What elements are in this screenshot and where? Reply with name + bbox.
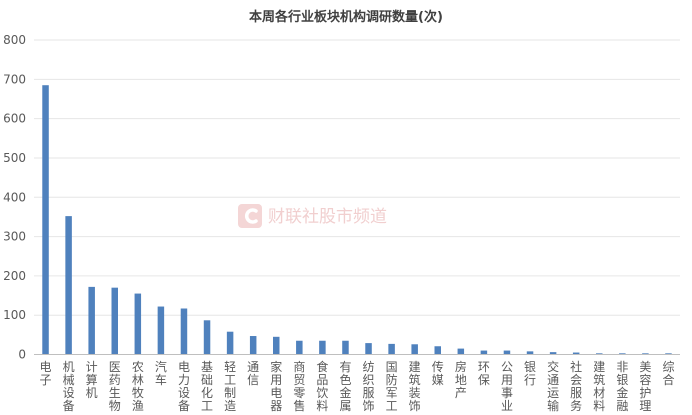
x-axis-ticks: 电子机械设备计算机医药生物农林牧渔汽车电力设备基础化工轻工制造通信家用电器商贸零… <box>40 359 675 413</box>
x-tick-label: 机械设备 <box>63 360 75 413</box>
bar <box>111 287 118 355</box>
y-tick-label: 0 <box>18 348 26 362</box>
watermark: 财联社股市频道 <box>238 204 387 228</box>
bar <box>596 353 603 355</box>
y-tick-label: 500 <box>3 151 26 165</box>
x-tick-label: 环保 <box>478 360 490 387</box>
bar <box>572 352 580 355</box>
bar <box>665 353 672 355</box>
y-tick-label: 200 <box>3 269 26 283</box>
x-tick-label: 交通运输 <box>547 359 559 413</box>
bar <box>365 343 372 355</box>
watermark-text: 财联社股市频道 <box>268 207 387 227</box>
y-axis-ticks: 0 100 200 300 400 500 600 700 800 <box>3 33 26 362</box>
bar <box>157 306 165 355</box>
x-tick-label: 建筑装饰 <box>409 360 421 413</box>
bar <box>180 308 188 355</box>
x-tick-label: 综合 <box>662 360 674 387</box>
bar <box>88 286 95 355</box>
x-tick-label: 通信 <box>247 360 259 387</box>
x-tick-label: 家用电器 <box>270 359 282 413</box>
bar <box>42 85 49 355</box>
bar <box>434 346 441 355</box>
x-tick-label: 非银金融 <box>616 360 628 413</box>
bar <box>411 344 418 355</box>
x-tick-label: 银行 <box>524 360 536 387</box>
chart-title: 本周各行业板块机构调研数量(次) <box>249 9 443 25</box>
x-tick-label: 电子 <box>40 360 52 387</box>
y-tick-label: 100 <box>3 308 26 322</box>
bar <box>549 352 557 355</box>
bar <box>526 351 534 355</box>
x-tick-label: 电力设备 <box>178 360 190 413</box>
bar <box>503 350 511 355</box>
x-tick-label: 计算机 <box>86 360 98 400</box>
bar <box>65 216 72 355</box>
bar <box>619 353 626 355</box>
bar <box>642 353 649 355</box>
bar <box>296 340 303 355</box>
x-tick-label: 纺织服饰 <box>363 360 375 413</box>
x-tick-label: 有色金属 <box>339 360 351 413</box>
y-tick-label: 700 <box>3 72 26 86</box>
bar <box>249 336 257 355</box>
x-tick-label: 轻工制造 <box>224 360 236 413</box>
bar <box>273 336 280 355</box>
y-tick-label: 600 <box>3 112 26 126</box>
bar <box>226 331 234 355</box>
bar <box>388 343 395 355</box>
y-tick-label: 400 <box>3 190 26 204</box>
x-tick-label: 美容护理 <box>639 360 651 413</box>
watermark-logo-icon <box>238 204 262 228</box>
bar <box>480 350 488 355</box>
x-tick-label: 建筑材料 <box>593 360 605 413</box>
x-tick-label: 农林牧渔 <box>132 360 144 413</box>
x-tick-label: 公用事业 <box>501 360 513 413</box>
bar <box>134 293 142 355</box>
y-tick-label: 800 <box>3 33 26 47</box>
bar <box>319 340 326 355</box>
y-tick-label: 300 <box>3 230 26 244</box>
x-tick-label: 食品饮料 <box>316 359 328 413</box>
x-tick-label: 国防军工 <box>386 360 398 413</box>
gridlines <box>34 39 680 316</box>
x-tick-label: 基础化工 <box>201 360 213 413</box>
x-tick-label: 商贸零售 <box>293 359 305 413</box>
bar <box>203 320 211 355</box>
bar <box>457 348 465 355</box>
bars <box>42 85 672 355</box>
x-tick-label: 传媒 <box>432 359 444 387</box>
x-tick-label: 医药生物 <box>109 360 121 413</box>
x-tick-label: 房地产 <box>455 359 467 400</box>
x-tick-label: 汽车 <box>155 359 167 387</box>
x-tick-label: 社会服务 <box>570 359 582 413</box>
bar <box>342 340 349 355</box>
